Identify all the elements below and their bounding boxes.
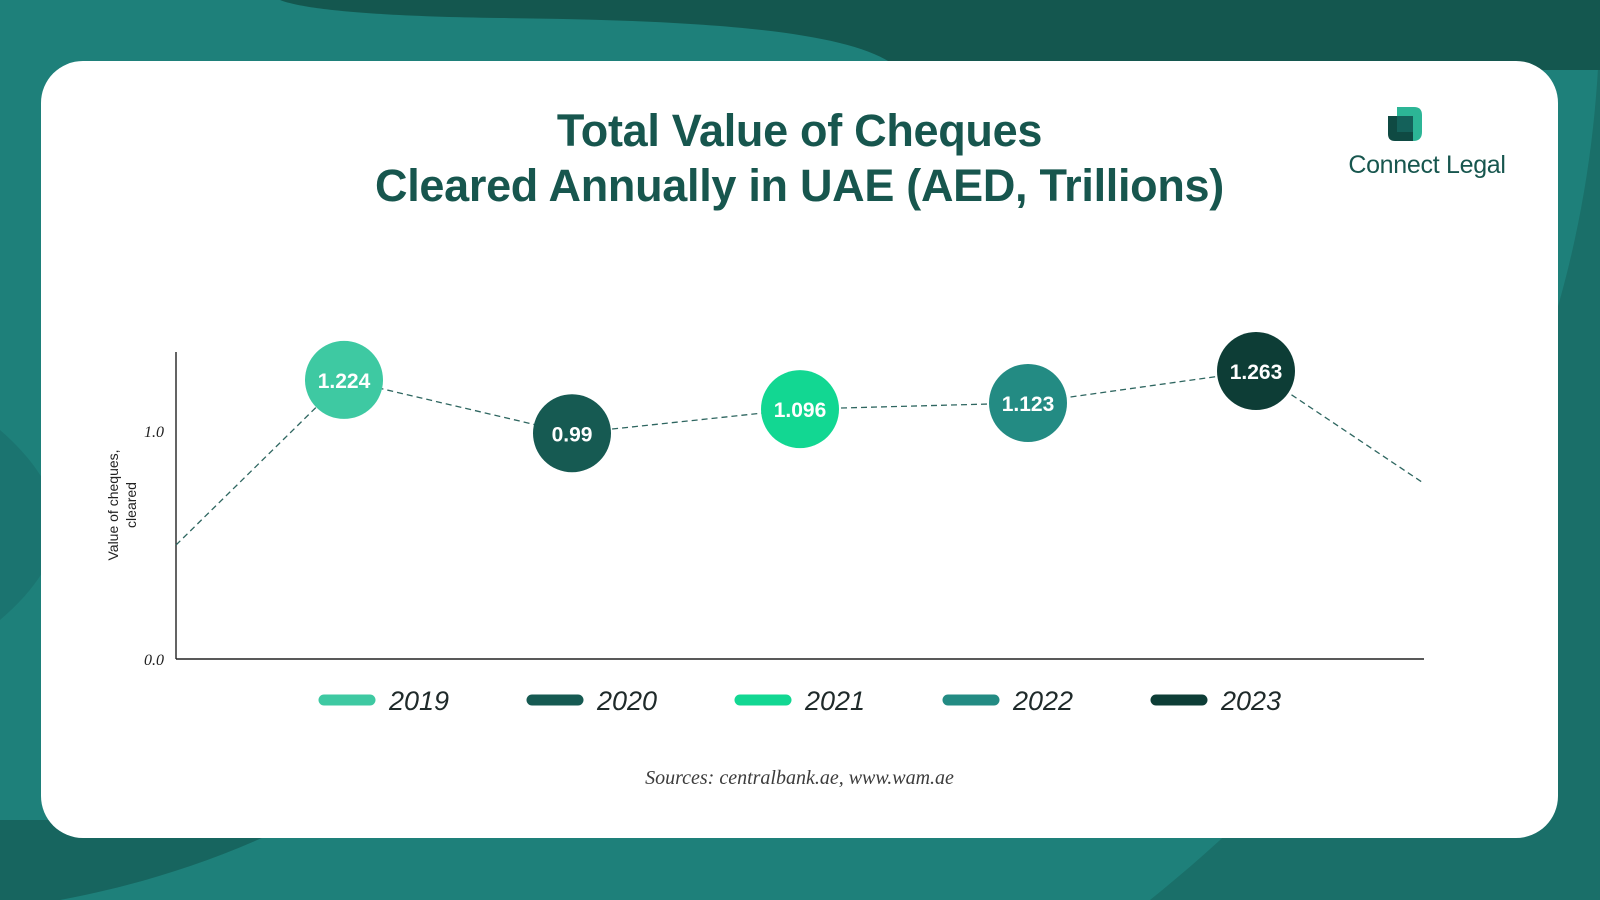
data-point-2022: [989, 363, 1067, 442]
legend-label-2021: 2021: [804, 686, 865, 716]
brand-name: Connect Legal: [1348, 151, 1506, 179]
chart-title-line-1: Total Value of Cheques: [556, 105, 1043, 156]
y-axis-label-line: Value of cheques,: [105, 449, 121, 560]
overlapping-squares-icon: [1388, 107, 1422, 141]
data-label-2023: 1.263: [1230, 361, 1283, 384]
y-axis-label: Value of cheques, cleared: [105, 449, 139, 560]
sources-note: Sources: centralbank.ae, www.wam.ae: [645, 767, 954, 789]
legend-label-2019: 2019: [388, 686, 449, 716]
chart-title: Total Value of Cheques Cleared Annually …: [41, 103, 1558, 213]
data-label-2020: 0.99: [552, 423, 593, 446]
data-point-2020: [533, 394, 611, 473]
y-tick-label: 1.0: [144, 424, 164, 441]
data-point-2021: [761, 370, 839, 449]
data-label-2019: 1.224: [318, 370, 371, 393]
chart-title-line-2: Cleared Annually in UAE (AED, Trillions): [375, 160, 1224, 211]
chart-card: Total Value of Cheques Cleared Annually …: [41, 61, 1558, 838]
data-point-2023: [1217, 332, 1295, 411]
y-axis-label-line: cleared: [123, 482, 139, 528]
data-label-2021: 1.096: [774, 399, 827, 422]
legend-label-2023: 2023: [1220, 686, 1281, 716]
legend-label-2020: 2020: [596, 686, 657, 716]
y-tick-label: 0.0: [144, 652, 164, 669]
data-label-2022: 1.123: [1002, 393, 1055, 416]
data-point-2019: [305, 340, 383, 419]
legend-label-2022: 2022: [1012, 686, 1073, 716]
brand: Connect Legal: [1322, 107, 1532, 187]
